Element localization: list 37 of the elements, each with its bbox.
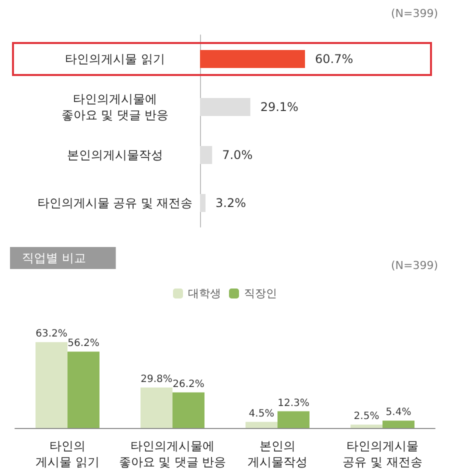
data-label: 29.1% bbox=[260, 100, 298, 114]
data-label: 60.7% bbox=[315, 52, 354, 66]
text: (N=399) bbox=[390, 7, 438, 20]
data-label: 26.2% bbox=[172, 378, 204, 390]
bar bbox=[200, 146, 212, 164]
x-tick-label: 타인의게시물 공유 및 재전송 bbox=[342, 439, 422, 469]
bar bbox=[200, 98, 250, 116]
data-label: 29.8% bbox=[140, 374, 172, 386]
legend-label: 대학생 bbox=[188, 287, 221, 300]
bar bbox=[200, 50, 305, 68]
bar bbox=[382, 420, 414, 428]
y-tick-label: 타인의게시물에 좋아요 및 댓글 반응 bbox=[61, 92, 169, 122]
data-label: 2.5% bbox=[354, 411, 380, 422]
y-tick-label: 타인의게시물 공유 및 재전송 bbox=[37, 196, 193, 210]
data-label: 5.4% bbox=[386, 407, 412, 418]
data-label: 7.0% bbox=[222, 148, 253, 162]
bar bbox=[140, 388, 172, 428]
bar bbox=[200, 194, 206, 212]
data-label: 12.3% bbox=[278, 398, 310, 409]
data-label: 63.2% bbox=[36, 328, 68, 340]
legend-label: 직장인 bbox=[244, 287, 277, 300]
bar bbox=[278, 411, 310, 428]
x-tick-label: 본인의 게시물작성 bbox=[248, 439, 308, 469]
x-tick-label: 타인의게시물에 좋아요 및 댓글 반응 bbox=[118, 439, 226, 469]
bar bbox=[68, 352, 100, 428]
text: (N=399) bbox=[390, 259, 438, 272]
x-tick-label: 타인의 게시물 읽기 bbox=[36, 439, 100, 469]
data-label: 3.2% bbox=[216, 196, 246, 210]
bar bbox=[172, 392, 204, 428]
y-tick-label: 본인의게시물작성 bbox=[67, 148, 163, 162]
chart-title: 직업별 비교 bbox=[22, 251, 86, 265]
bar bbox=[246, 422, 278, 428]
y-tick-label: 타인의게시물 읽기 bbox=[65, 52, 165, 66]
data-label: 56.2% bbox=[68, 338, 100, 350]
bar bbox=[350, 424, 382, 428]
data-label: 4.5% bbox=[248, 408, 274, 420]
bar bbox=[36, 342, 68, 428]
